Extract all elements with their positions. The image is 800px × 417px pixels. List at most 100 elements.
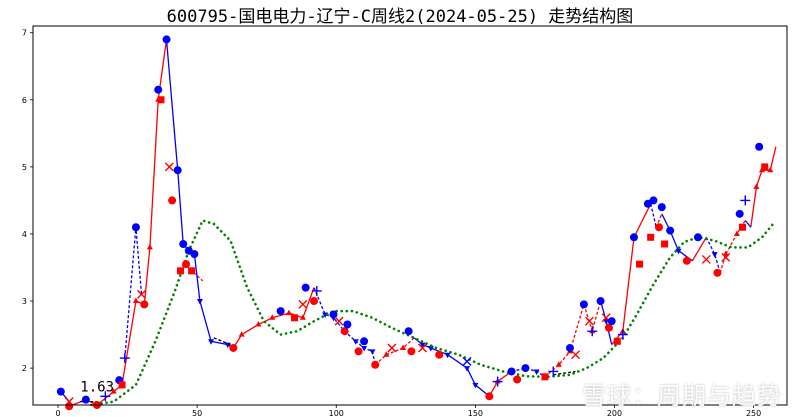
plus-marker [119,353,130,364]
circle-marker [371,360,380,369]
plot-frame [32,25,788,406]
x-marker [164,162,174,172]
up-triangle-marker [555,361,562,367]
circle-marker [65,402,74,411]
x-tick-label: 50 [192,409,202,417]
y-tick-label: 7 [22,29,27,38]
axes: 0 50 100 150 200 250 2 3 4 5 6 7 [22,25,788,417]
black-dashed-line [213,337,231,346]
x-tick-label: 150 [468,409,483,417]
square-marker [541,373,549,381]
x-tick-label: 200 [607,409,622,417]
down-triangle-marker [419,342,426,349]
x-tick-label: 0 [55,409,60,417]
up-stroke-line [691,236,707,262]
circle-marker [513,375,522,384]
up-triangle-marker [269,314,276,320]
down-triangle-marker [603,319,610,325]
y-tick-label: 5 [22,163,27,172]
up-triangle-marker [722,250,729,257]
up-triangle-marker [733,230,740,236]
down-triangle-marker [533,369,540,375]
up-stroke-line [68,39,168,407]
x-marker [334,316,344,326]
circle-marker [629,233,638,242]
circle-marker [310,297,319,306]
up-stroke-line [488,370,512,397]
x-marker [721,252,731,262]
up-triangle-marker [285,309,292,316]
circle-marker [649,196,658,205]
watermark: 雪球：周期与趋势 [582,382,782,410]
circle-marker [168,196,177,205]
down-triangle-marker [464,366,471,372]
up-triangle-marker [146,243,153,250]
down-triangle-marker [472,382,479,389]
circle-marker [682,256,691,265]
circle-marker [301,283,310,292]
circle-marker [485,392,494,401]
plus-marker [617,329,628,340]
circle-marker [81,395,90,404]
up-triangle-marker [767,166,774,173]
plus-marker [587,326,598,337]
down-stroke-line [661,213,693,262]
x-marker [584,316,594,326]
x-marker [298,299,308,309]
x-tick-label: 250 [746,409,761,417]
down-triangle-marker [427,345,434,352]
circle-marker [607,317,616,326]
square-marker [661,240,669,248]
down-triangle-marker [369,349,376,355]
up-stroke-line [544,300,602,378]
plot-area: 1.63 [56,35,777,411]
x-marker [418,343,428,353]
circle-marker [154,85,163,94]
down-triangle-marker [361,345,368,352]
circle-marker [666,226,675,235]
up-stroke-line [611,203,652,346]
down-stroke-line [413,337,490,397]
chart-title: 600795-国电电力-辽宁-C周线2(2024-05-25) 走势结构图 [166,7,634,27]
square-marker [176,267,184,275]
circle-marker [56,387,65,396]
black-dashed-line [553,370,576,376]
y-tick-label: 6 [22,96,27,105]
y-tick-label: 3 [22,297,27,306]
circle-marker [521,364,530,373]
up-stroke-line [374,337,415,366]
down-triangle-marker [196,299,203,305]
circle-marker [407,347,416,356]
circle-marker [131,223,140,232]
circle-marker [354,347,363,356]
low-annotation-label: 1.63 [80,380,114,396]
circle-marker [655,223,664,232]
down-stroke-line [511,367,546,378]
circle-marker [755,142,764,151]
circle-marker [190,250,199,259]
y-tick-label: 2 [22,364,27,373]
up-triangle-marker [110,388,117,394]
up-triangle-marker [400,344,407,350]
down-triangle-marker [711,252,718,258]
circle-marker [360,337,369,346]
square-marker [761,163,769,171]
plus-marker [548,366,559,377]
x-marker [701,254,711,264]
circle-marker [229,343,238,352]
down-stroke-line [744,220,752,228]
square-marker [636,260,644,268]
square-marker [157,96,165,104]
down-triangle-marker [352,339,359,345]
down-stroke-line [705,237,721,274]
plus-marker [740,195,751,206]
circle-marker [735,209,744,218]
x-marker [571,350,581,360]
plus-marker [492,376,503,387]
circle-marker [565,343,574,352]
circle-marker [435,350,444,359]
up-triangle-marker [238,331,245,337]
plus-marker [100,391,111,402]
y-tick-label: 4 [22,230,27,239]
down-triangle-marker [444,352,451,359]
